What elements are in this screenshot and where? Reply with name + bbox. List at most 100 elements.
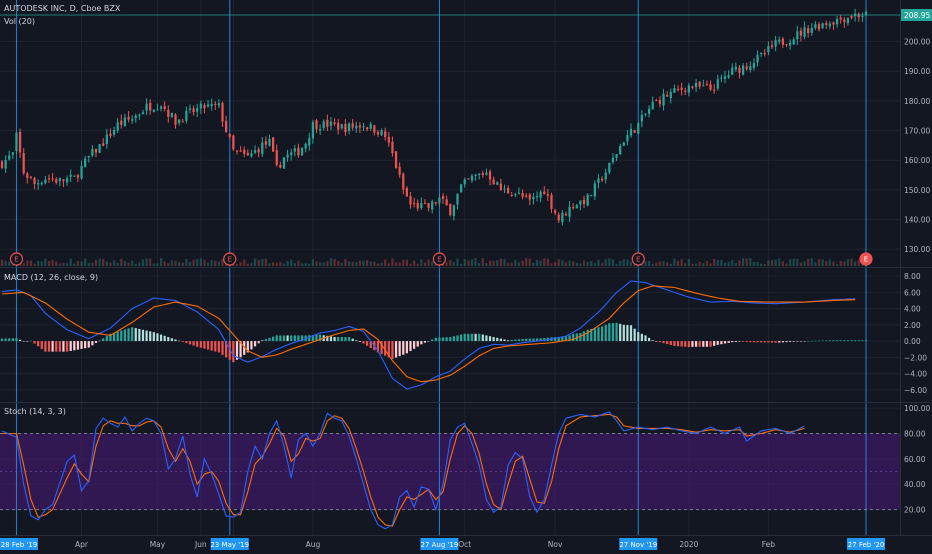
candle-body[interactable] [763,53,766,55]
candle-body[interactable] [84,158,87,168]
volume-legend[interactable]: Vol (20) [4,17,35,26]
candle-body[interactable] [452,205,455,216]
candle-body[interactable] [178,119,181,124]
candle-body[interactable] [564,214,568,216]
candle-body[interactable] [293,148,296,152]
candle-body[interactable] [666,94,669,97]
candle-body[interactable] [261,142,264,154]
candle-body[interactable] [239,150,242,152]
candle-body[interactable] [738,67,741,73]
candle-body[interactable] [864,11,868,16]
candle-body[interactable] [767,46,770,53]
candle-body[interactable] [199,103,202,109]
candle-body[interactable] [0,161,4,168]
candle-body[interactable] [586,194,589,206]
candle-body[interactable] [181,121,184,123]
candle-body[interactable] [597,178,600,183]
candle-body[interactable] [362,126,365,128]
candle-body[interactable] [87,155,90,158]
candle-body[interactable] [112,129,116,135]
candle-body[interactable] [463,179,466,185]
candle-body[interactable] [250,153,253,157]
candle-body[interactable] [40,183,43,185]
candle-body[interactable] [394,151,398,169]
candle-body[interactable] [749,66,752,71]
candle-body[interactable] [669,91,672,98]
candle-body[interactable] [275,150,278,165]
candle-body[interactable] [80,165,83,179]
candle-body[interactable] [329,121,333,126]
candle-body[interactable] [105,134,108,145]
candle-body[interactable] [470,175,474,181]
candle-body[interactable] [391,141,394,154]
candle-body[interactable] [535,195,539,197]
candle-body[interactable] [340,124,343,129]
candle-body[interactable] [517,192,521,194]
candle-body[interactable] [163,106,166,110]
candle-body[interactable] [445,199,448,206]
candle-body[interactable] [680,87,683,90]
candle-body[interactable] [300,147,304,156]
candle-body[interactable] [26,173,29,178]
candle-body[interactable] [138,114,141,116]
candle-body[interactable] [745,66,748,70]
candle-body[interactable] [384,131,387,138]
candle-body[interactable] [127,116,130,120]
candle-body[interactable] [44,179,47,184]
candle-body[interactable] [459,184,463,193]
candle-body[interactable] [752,62,756,68]
candle-body[interactable] [861,15,864,17]
candle-body[interactable] [839,17,842,20]
last-price-badge[interactable] [901,8,932,21]
stoch-legend[interactable]: Stoch (14, 3, 3) [4,407,66,416]
candle-body[interactable] [246,152,249,156]
candle-body[interactable] [441,195,445,199]
candle-body[interactable] [203,105,206,109]
candle-body[interactable] [94,148,98,153]
highlighted-date-badge[interactable] [619,538,658,550]
candle-body[interactable] [253,150,257,153]
candle-body[interactable] [167,109,170,117]
candle-body[interactable] [170,113,174,117]
candle-body[interactable] [268,138,271,146]
candle-body[interactable] [120,120,123,125]
candle-body[interactable] [600,178,604,181]
candle-body[interactable] [521,193,524,197]
candle-body[interactable] [380,130,383,136]
candle-body[interactable] [123,117,127,126]
candle-body[interactable] [297,147,300,156]
candle-body[interactable] [73,175,76,177]
candle-body[interactable] [210,103,213,106]
candle-body[interactable] [344,123,347,133]
candle-body[interactable] [546,194,549,196]
candle-body[interactable] [662,93,665,106]
candle-body[interactable] [846,17,850,24]
candle-body[interactable] [4,159,7,169]
candle-body[interactable] [206,104,210,107]
candle-body[interactable] [691,86,694,88]
candle-body[interactable] [76,175,80,178]
candle-body[interactable] [835,18,839,25]
candle-body[interactable] [593,183,596,197]
candle-body[interactable] [640,114,643,122]
candle-body[interactable] [413,202,416,204]
candle-body[interactable] [720,77,723,79]
candle-body[interactable] [799,30,803,36]
candle-body[interactable] [550,194,553,209]
candle-body[interactable] [264,141,268,145]
candle-body[interactable] [676,88,680,90]
candle-body[interactable] [615,154,618,158]
candle-body[interactable] [684,90,687,92]
candle-body[interactable] [528,194,531,200]
candle-body[interactable] [803,27,806,37]
candle-body[interactable] [214,103,217,105]
candle-body[interactable] [778,39,781,42]
candle-body[interactable] [319,129,322,131]
candle-body[interactable] [91,149,94,156]
candle-body[interactable] [376,132,380,135]
candle-body[interactable] [810,27,813,33]
candle-body[interactable] [134,115,137,119]
candle-body[interactable] [756,54,759,63]
candle-body[interactable] [622,142,625,146]
